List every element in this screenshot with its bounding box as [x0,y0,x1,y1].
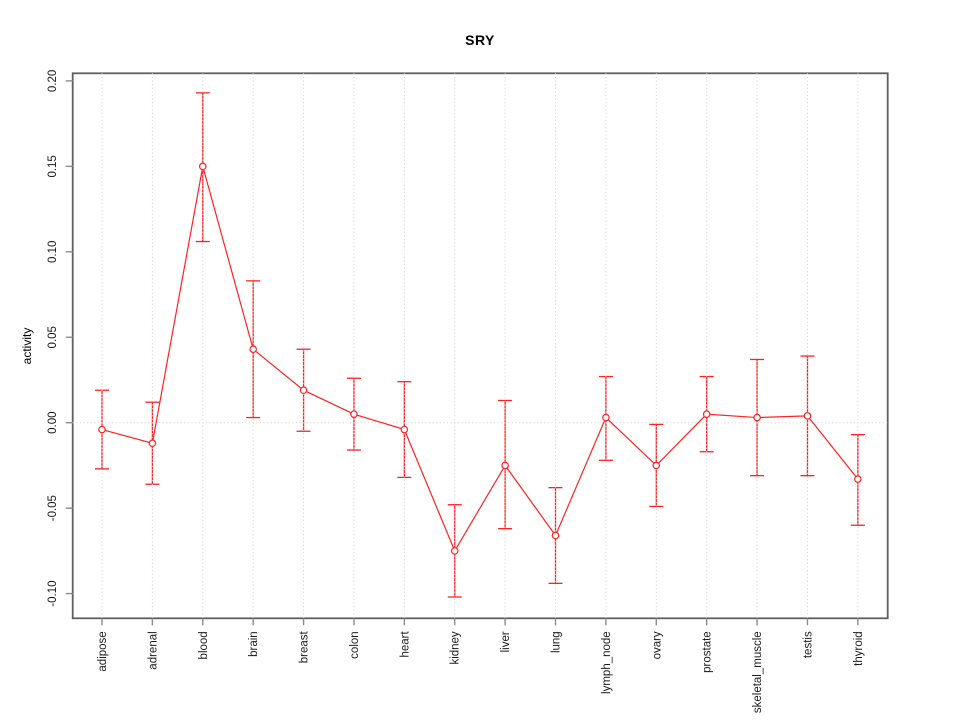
data-point [702,410,711,418]
x-tick-label: breast [299,631,311,664]
x-tick-label: liver [500,631,512,652]
x-tick-label: lung [551,631,563,653]
x-tick-label: kidney [450,631,462,664]
y-tick-label: 0.05 [47,326,59,348]
series-line [101,166,859,553]
x-tick-label: prostate [702,631,714,673]
data-point [602,413,610,422]
data-point [450,547,459,555]
y-tick-label: 0.10 [47,241,59,263]
data-point [198,162,207,171]
data-point [652,461,661,470]
data-point [148,439,157,448]
x-tick-label: blood [198,631,210,659]
y-tick-label: -0.10 [47,580,59,606]
y-tick-label: 0.20 [47,70,59,92]
data-point [350,410,358,418]
data-point [299,386,308,395]
x-tick-label: brain [248,631,260,657]
x-tick-label: skeletal_muscle [752,631,764,713]
y-tick-label: 0.00 [47,412,59,434]
x-tick-label: adipose [97,631,109,671]
y-tick-label: -0.05 [47,495,59,521]
x-tick-label: thyroid [853,631,865,666]
data-point [501,461,509,470]
x-tick-label: testis [802,631,814,658]
x-tick-label: adrenal [147,631,159,669]
data-point [854,475,862,483]
chart-title: SRY [465,32,495,48]
plot-frame [71,72,889,620]
y-tick-label: 0.15 [47,155,59,177]
x-tick-label: lymph_node [601,631,613,694]
x-tick-label: colon [349,631,361,659]
data-point [803,412,812,420]
data-point [400,425,409,434]
x-tick-label: ovary [651,631,663,659]
data-point [249,345,257,354]
data-point [98,425,106,434]
data-point [551,531,560,540]
x-tick-label: heart [399,631,411,658]
data-point [753,413,761,422]
